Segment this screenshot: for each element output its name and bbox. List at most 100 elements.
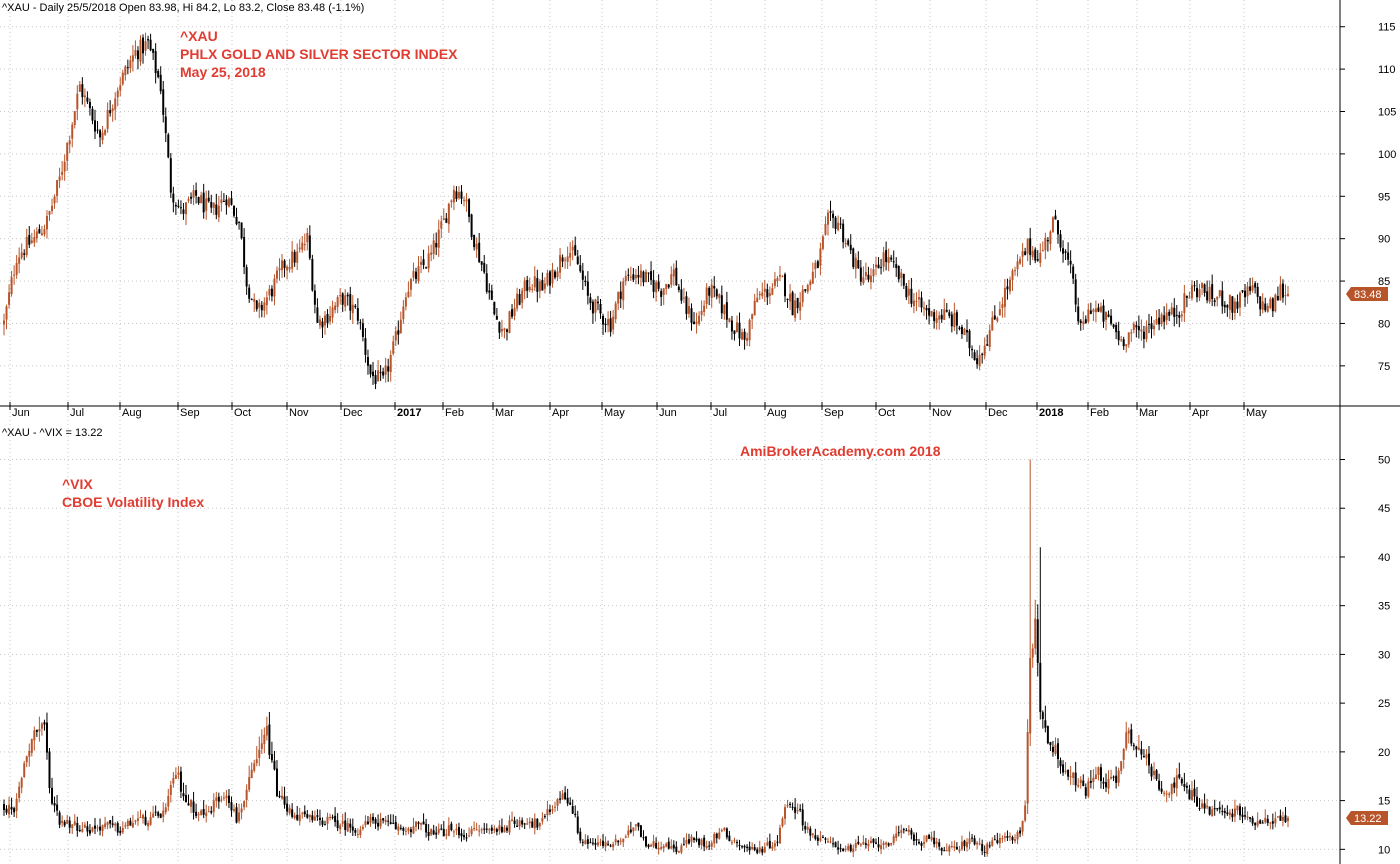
candle-body: [422, 259, 425, 266]
candle-body: [96, 827, 99, 829]
candle-body: [1079, 779, 1082, 784]
candle-body: [1259, 296, 1262, 310]
candle-body: [571, 246, 574, 251]
candle-body: [154, 51, 157, 74]
candle-body: [303, 811, 306, 815]
candle-body: [526, 279, 529, 291]
candle-body: [1051, 746, 1054, 753]
candle-body: [672, 844, 675, 849]
candle-body: [1233, 301, 1236, 314]
candle-body: [710, 284, 713, 298]
candle-body: [1120, 339, 1123, 341]
candle-body: [885, 842, 888, 845]
candle-body: [713, 833, 716, 844]
candle-body: [1168, 311, 1171, 316]
candle-body: [698, 315, 701, 324]
candle-body: [192, 801, 195, 813]
candle-body: [139, 817, 142, 819]
candle-body: [1105, 311, 1108, 320]
x-tick-label: May: [604, 407, 625, 419]
candle-body: [404, 297, 407, 307]
candle-body: [440, 221, 443, 229]
candle-body: [167, 134, 170, 158]
candle-body: [478, 830, 481, 832]
candle-body: [111, 108, 114, 112]
candle-body: [771, 846, 774, 849]
candle-body: [1236, 301, 1239, 309]
candle-body: [766, 289, 769, 298]
candle-body: [619, 291, 622, 299]
candle-body: [377, 822, 380, 827]
candle-body: [99, 130, 102, 138]
candle-body: [341, 821, 344, 824]
candle-body: [293, 815, 296, 818]
candle-body: [1014, 839, 1017, 841]
candle-body: [215, 797, 218, 801]
candle-body: [23, 253, 26, 255]
candle-body: [48, 751, 51, 788]
candle-body: [1016, 831, 1019, 840]
candle-body: [442, 829, 445, 837]
candle-body: [1094, 774, 1097, 780]
candle-body: [508, 820, 511, 833]
candle-body: [629, 276, 632, 278]
candle-body: [159, 74, 162, 92]
candle-body: [349, 294, 352, 311]
candle-body: [318, 817, 321, 821]
candle-body: [131, 822, 134, 828]
candle-body: [475, 829, 478, 831]
candle-body: [1059, 234, 1062, 248]
candle-body: [1147, 753, 1150, 766]
candle-body: [718, 832, 721, 839]
candle-body: [442, 218, 445, 220]
candle-body: [607, 843, 610, 845]
candle-body: [1140, 329, 1143, 332]
candle-body: [1067, 769, 1070, 777]
candle-body: [313, 816, 316, 821]
candle-body: [905, 285, 908, 298]
candle-body: [948, 846, 951, 852]
candle-body: [417, 266, 420, 282]
x-tick-label: Jun: [12, 407, 30, 419]
candle-body: [533, 276, 536, 288]
candle-body: [1051, 217, 1054, 233]
candle-body: [351, 304, 354, 314]
candle-body: [869, 840, 872, 844]
candle-body: [513, 820, 516, 824]
candle-body: [948, 312, 951, 316]
candle-body: [733, 840, 736, 842]
candle-body: [1008, 836, 1011, 838]
x-tick-label: Dec: [988, 407, 1008, 419]
candle-body: [366, 821, 369, 825]
candle-body: [184, 202, 187, 215]
candle-body: [281, 260, 284, 271]
candle-body: [273, 760, 276, 770]
candle-body: [801, 809, 804, 826]
candle-body: [235, 216, 238, 225]
candle-body: [452, 189, 455, 203]
candle-body: [963, 328, 966, 335]
candle-body: [286, 803, 289, 812]
candle-body: [1246, 816, 1249, 818]
candle-body: [457, 827, 460, 836]
candle-body: [1180, 778, 1183, 784]
candle-body: [543, 283, 546, 289]
candle-body: [157, 71, 160, 78]
candle-body: [452, 831, 455, 833]
candle-body: [311, 815, 314, 821]
candle-body: [1132, 744, 1135, 747]
candle-body: [685, 296, 688, 314]
candle-body: [8, 292, 11, 305]
candle-body: [1185, 295, 1188, 298]
candle-body: [579, 831, 582, 841]
candle-body: [56, 180, 59, 196]
candle-body: [821, 836, 824, 838]
candle-body: [389, 354, 392, 373]
candle-body: [1125, 344, 1128, 347]
candle-body: [1112, 776, 1115, 778]
candle-body: [1269, 822, 1272, 824]
candle-body: [809, 828, 812, 836]
candle-body: [609, 845, 612, 847]
candle-body: [738, 322, 741, 339]
candle-body: [950, 846, 953, 848]
